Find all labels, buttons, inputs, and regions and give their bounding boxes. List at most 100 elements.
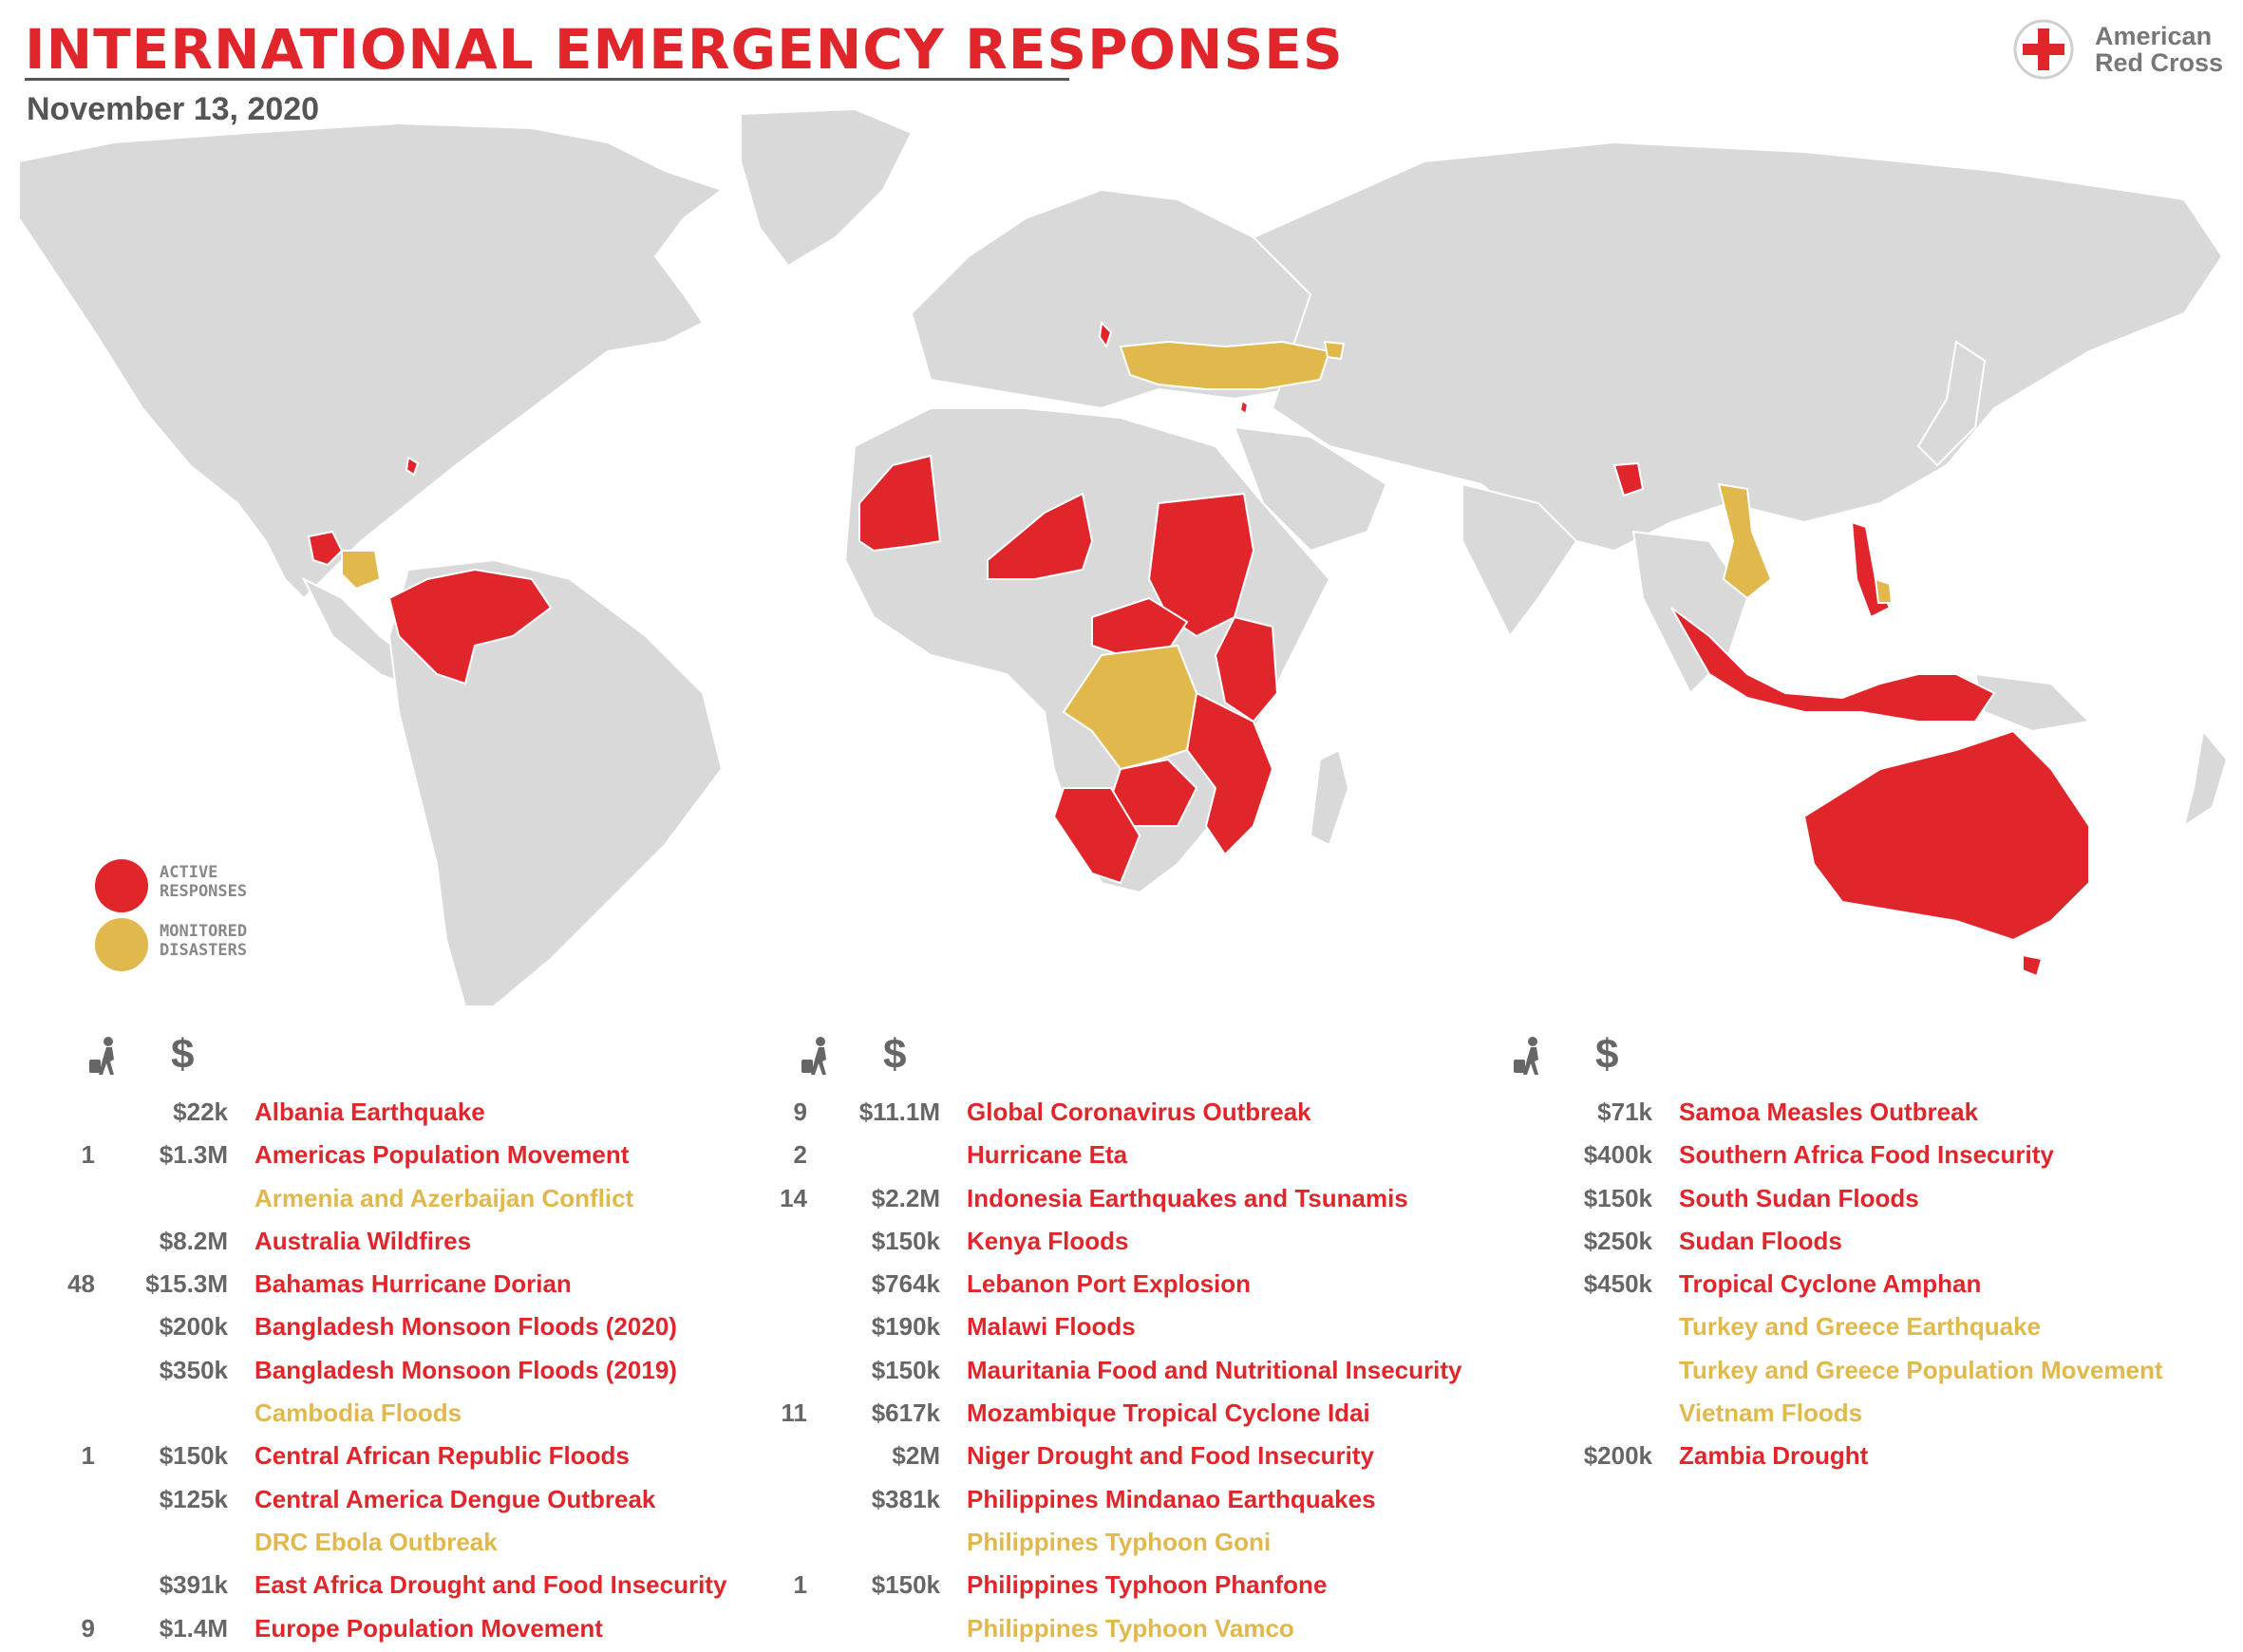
monitored-disaster-regions <box>341 340 1894 771</box>
funding-amount: $617k <box>871 1399 940 1428</box>
deployed-people-count: 1 <box>793 1570 807 1600</box>
person-with-luggage-icon <box>1514 1037 1538 1075</box>
response-row: $381k Philippines Mindanao Earthquakes <box>712 1479 1453 1522</box>
region-philippines-monitored <box>1874 577 1894 604</box>
response-row: $150k Kenya Floods <box>712 1221 1453 1264</box>
region-turkey-greece <box>1119 340 1331 390</box>
response-list: 9 $11.1M Global Coronavirus Outbreak 2 Hurri… <box>712 1092 1461 1651</box>
emergency-name: Global Coronavirus Outbreak <box>967 1098 1311 1126</box>
funding-amount: $400k <box>1583 1140 1652 1170</box>
emergency-name: Sudan Floods <box>1679 1226 1842 1255</box>
response-list: $22k Albania Earthquake 1 $1.3M Americas Pop… <box>0 1092 741 1651</box>
logo-text-line1: American <box>2095 22 2213 50</box>
legend-active-label: ACTIVE RESPONSES <box>160 863 292 901</box>
column-header: $ <box>712 1031 1453 1092</box>
legend-monitored-line1: MONITORED <box>160 922 248 941</box>
red-cross-icon <box>2013 19 2074 80</box>
deployed-people-count: 48 <box>67 1269 95 1299</box>
funding-amount: $71k <box>1597 1098 1652 1126</box>
emergency-name: DRC Ebola Outbreak <box>254 1527 498 1556</box>
emergency-name: Tropical Cyclone Amphan <box>1679 1269 1982 1299</box>
land-arabia <box>1233 425 1388 553</box>
region-australia <box>1802 729 2090 942</box>
dollar-icon: $ <box>1595 1031 1619 1078</box>
response-row: $8.2M Australia Wildfires <box>0 1221 741 1264</box>
emergency-name: Turkey and Greece Earthquake <box>1679 1312 2042 1342</box>
response-row: $391k East Africa Drought and Food Insecu… <box>0 1565 741 1607</box>
emergency-name: Indonesia Earthquakes and Tsunamis <box>967 1183 1408 1212</box>
response-row: Philippines Typhoon Vamco <box>712 1608 1453 1651</box>
funding-amount: $391k <box>159 1570 228 1600</box>
funding-amount: $150k <box>871 1570 940 1600</box>
land-new-guinea <box>1973 672 2092 733</box>
response-row: 14 $2.2M Indonesia Earthquakes and Tsunami… <box>712 1178 1453 1221</box>
page-title: INTERNATIONAL EMERGENCY RESPONSES <box>25 17 1344 82</box>
emergency-name: South Sudan Floods <box>1679 1183 1919 1212</box>
land-japan <box>1916 340 1987 467</box>
dollar-icon: $ <box>171 1031 195 1078</box>
region-vietnam-cambodia <box>1717 482 1773 600</box>
response-list: $71k Samoa Measles Outbreak $400k Southern … <box>1424 1092 2165 1479</box>
response-row: Cambodia Floods <box>0 1393 741 1436</box>
response-row: 11 $617k Mozambique Tropical Cyclone Idai <box>712 1393 1453 1436</box>
funding-amount: $1.3M <box>159 1140 228 1170</box>
funding-amount: $125k <box>159 1484 228 1513</box>
deployed-people-count: 11 <box>781 1399 808 1428</box>
emergency-name: Bahamas Hurricane Dorian <box>254 1269 572 1299</box>
legend-active-swatch <box>95 859 148 912</box>
funding-amount: $200k <box>159 1312 228 1342</box>
region-east-africa-south <box>1185 691 1274 856</box>
legend-active-line2: RESPONSES <box>160 882 248 901</box>
region-indonesia <box>1670 607 1996 723</box>
legend-active-line1: ACTIVE <box>160 863 218 882</box>
emergency-name: Cambodia Floods <box>254 1399 462 1428</box>
response-row: $71k Samoa Measles Outbreak <box>1424 1092 2165 1135</box>
funding-amount: $2M <box>892 1441 940 1471</box>
emergency-name: Bangladesh Monsoon Floods (2020) <box>254 1312 677 1342</box>
region-niger <box>987 492 1094 580</box>
response-row: Turkey and Greece Population Movement <box>1424 1350 2165 1393</box>
dollar-icon: $ <box>883 1031 907 1078</box>
emergency-name: Zambia Drought <box>1679 1441 1869 1471</box>
emergency-name: Philippines Mindanao Earthquakes <box>967 1484 1376 1513</box>
deployed-people-count: 9 <box>81 1613 95 1643</box>
region-bangladesh <box>1612 461 1645 497</box>
title-underline <box>25 78 1069 81</box>
response-row: Armenia and Azerbaijan Conflict <box>0 1178 741 1221</box>
emergency-name: Southern Africa Food Insecurity <box>1679 1140 2054 1170</box>
response-row: $450k Tropical Cyclone Amphan <box>1424 1264 2165 1306</box>
region-bahamas <box>405 456 420 477</box>
emergency-name: Central African Republic Floods <box>254 1441 630 1471</box>
logo-text: American Red Cross <box>2095 23 2223 76</box>
funding-amount: $22k <box>173 1098 228 1126</box>
response-row: $764k Lebanon Port Explosion <box>712 1264 1453 1306</box>
funding-amount: $350k <box>159 1355 228 1384</box>
response-row: 9 $1.4M Europe Population Movement <box>0 1608 741 1651</box>
deployed-people-count: 14 <box>780 1183 807 1212</box>
response-row: $250k Sudan Floods <box>1424 1221 2165 1264</box>
response-row: 9 $11.1M Global Coronavirus Outbreak <box>712 1092 1453 1135</box>
region-tasmania <box>2022 953 2044 978</box>
funding-amount: $381k <box>871 1484 940 1513</box>
funding-amount: $150k <box>1583 1183 1652 1212</box>
person-with-luggage-icon <box>89 1037 114 1075</box>
region-albania <box>1098 320 1113 349</box>
region-honduras-nicaragua <box>341 550 382 591</box>
response-row: $150k South Sudan Floods <box>1424 1178 2165 1221</box>
emergency-name: Australia Wildfires <box>254 1226 472 1255</box>
legend-monitored: MONITORED DISASTERS <box>95 918 304 971</box>
world-map <box>18 107 2229 1006</box>
legend-active: ACTIVE RESPONSES <box>95 859 304 912</box>
legend-monitored-line2: DISASTERS <box>160 941 248 960</box>
funding-amount: $450k <box>1583 1269 1652 1299</box>
funding-amount: $1.4M <box>159 1613 228 1643</box>
response-column-2: $ 9 $11.1M Global Coronavirus Outbreak 2 Hur… <box>712 1031 1461 1651</box>
emergency-name: Europe Population Movement <box>254 1613 603 1643</box>
red-cross-logo: American Red Cross <box>2013 19 2232 80</box>
response-row: 1 $150k Central African Republic Floods <box>0 1436 741 1478</box>
emergency-name: Mozambique Tropical Cyclone Idai <box>967 1399 1370 1428</box>
emergency-name: Samoa Measles Outbreak <box>1679 1098 1979 1126</box>
funding-amount: $150k <box>871 1226 940 1255</box>
legend-monitored-swatch <box>95 918 148 971</box>
region-lebanon <box>1238 399 1250 416</box>
